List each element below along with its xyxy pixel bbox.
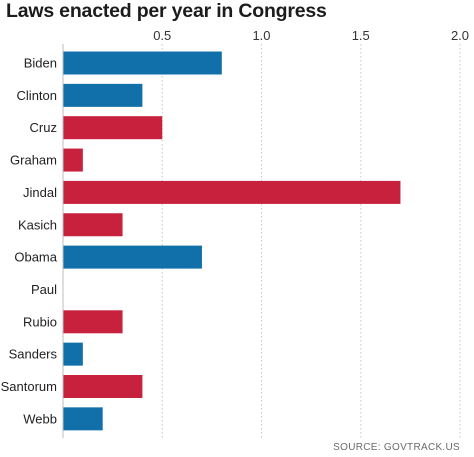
bar-kasich xyxy=(63,213,123,237)
category-label-kasich: Kasich xyxy=(18,217,57,232)
bar-santorum xyxy=(63,375,143,398)
category-label-santorum: Santorum xyxy=(1,379,57,394)
bar-clinton xyxy=(63,83,143,107)
bar-sanders xyxy=(63,342,83,366)
x-axis-tick-labels: 0.5 1.0 1.5 2.0 xyxy=(153,28,469,43)
bar-jindal xyxy=(63,180,401,204)
category-label-paul: Paul xyxy=(31,282,57,297)
x-tick-label: 2.0 xyxy=(451,28,469,43)
category-label-graham: Graham xyxy=(10,153,57,168)
category-label-obama: Obama xyxy=(14,250,57,265)
x-tick-label: 1.0 xyxy=(252,28,270,43)
category-labels: Biden Clinton Cruz Graham Jindal Kasich Obama P… xyxy=(1,56,58,427)
category-label-sanders: Sanders xyxy=(9,347,58,362)
grid-lines xyxy=(161,44,461,438)
bar-graham xyxy=(63,148,83,172)
x-tick-label: 0.5 xyxy=(153,28,171,43)
bar-biden xyxy=(63,51,222,75)
category-label-biden: Biden xyxy=(24,56,57,71)
bar-webb xyxy=(63,407,103,431)
bar-cruz xyxy=(63,116,163,140)
source-note: SOURCE: GOVTRACK.US xyxy=(333,442,460,453)
bar-obama xyxy=(63,245,202,269)
category-label-jindal: Jindal xyxy=(23,185,57,200)
x-tick-label: 1.5 xyxy=(352,28,370,43)
chart-title: Laws enacted per year in Congress xyxy=(6,0,327,22)
category-label-webb: Webb xyxy=(23,411,57,426)
bar-rubio xyxy=(63,310,123,334)
category-label-clinton: Clinton xyxy=(17,88,57,103)
category-label-rubio: Rubio xyxy=(23,314,57,329)
bars xyxy=(63,51,401,431)
category-label-cruz: Cruz xyxy=(30,120,57,135)
